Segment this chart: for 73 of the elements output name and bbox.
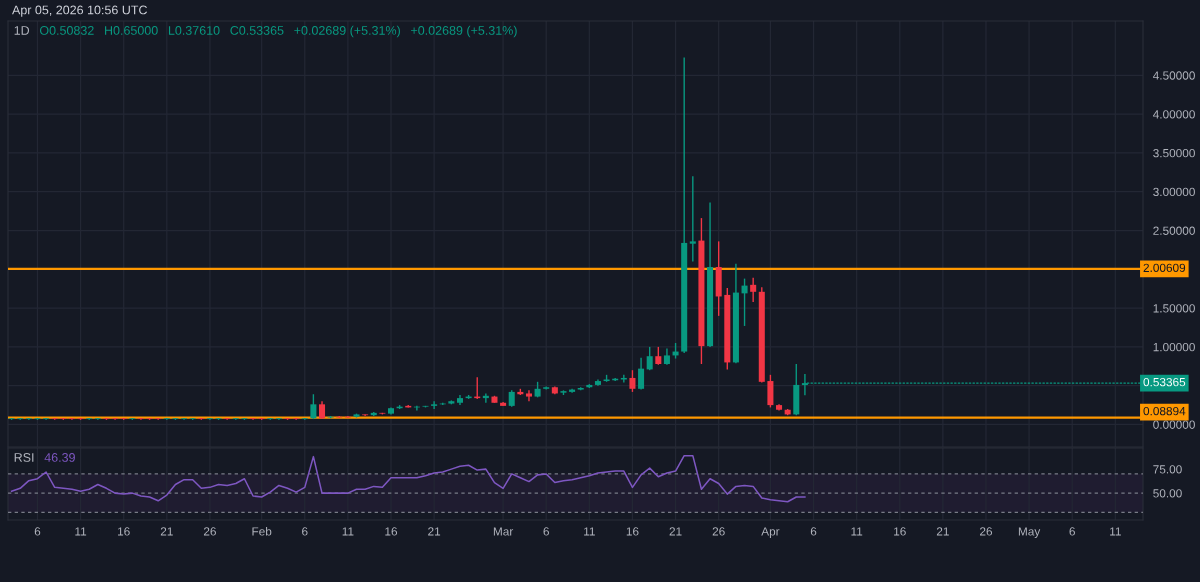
y-tick-label: 4.00000 <box>1152 110 1195 119</box>
x-tick-label: 6 <box>302 527 308 536</box>
x-tick-label: 11 <box>584 527 595 536</box>
y-tick-label: 0.00000 <box>1153 420 1195 429</box>
chart-subtitle: Apr 05, 2026 10:56 UTC <box>12 5 148 17</box>
candlestick <box>293 417 300 421</box>
x-tick-label: 6 <box>1069 527 1075 536</box>
annotation: 0.53365 <box>1143 377 1186 387</box>
candlestick <box>629 369 636 393</box>
candlestick <box>431 400 438 410</box>
x-tick-label: 16 <box>385 527 398 536</box>
candlestick <box>646 346 653 371</box>
x-tick-label: 11 <box>1110 527 1121 536</box>
candlestick <box>362 413 369 417</box>
candlestick <box>310 393 317 420</box>
x-tick-label: Feb <box>252 526 272 536</box>
x-tick-label: 16 <box>894 527 906 536</box>
x-tick-label: May <box>1018 527 1041 538</box>
line-series <box>10 454 806 503</box>
x-tick-label: 11 <box>75 527 87 536</box>
x-tick-label: Mar <box>493 527 514 536</box>
x-tick-label: 21 <box>669 527 682 536</box>
y-tick-label: 75.00 <box>1153 465 1182 474</box>
x-tick-label: 21 <box>428 527 441 536</box>
y-tick-label: 4.50000 <box>1152 71 1195 80</box>
x-tick-label: 11 <box>851 527 863 536</box>
candlestick <box>112 417 119 421</box>
chart-title: 1D <box>14 26 30 35</box>
candlestick <box>206 417 213 421</box>
candlestick <box>163 417 170 421</box>
annotation: +0.02689 (+5.31%) <box>294 25 400 38</box>
x-tick-label: 16 <box>626 527 639 536</box>
candlestick <box>68 417 75 421</box>
annotation: L0.37610 <box>168 26 220 35</box>
annotation: 46.39 <box>44 453 75 462</box>
candlestick <box>137 417 144 421</box>
candlestick <box>689 175 696 263</box>
candlestick <box>525 389 532 402</box>
y-tick-label: 2.50000 <box>1153 226 1195 235</box>
candlestick <box>181 417 188 421</box>
x-tick-label: 11 <box>342 527 354 536</box>
candlestick <box>155 417 162 421</box>
y-tick-label: 3.50000 <box>1153 148 1195 158</box>
y-tick-label: 50.00 <box>1153 489 1182 498</box>
x-tick-label: 6 <box>34 527 41 536</box>
chart-title: RSI <box>14 453 34 462</box>
x-tick-label: 26 <box>712 527 725 536</box>
annotation: O0.50832 <box>39 26 94 35</box>
x-tick-label: 6 <box>810 527 817 536</box>
candlestick <box>94 417 101 421</box>
candlestick <box>344 415 351 419</box>
x-tick-label: 21 <box>936 527 949 536</box>
candlestick <box>750 277 757 303</box>
x-tick-label: 16 <box>118 527 130 536</box>
candlestick <box>250 417 257 421</box>
annotation: +0.02689 (+5.31%) <box>411 25 517 38</box>
annotation: C0.53365 <box>230 26 284 35</box>
y-tick-label: 1.50000 <box>1153 304 1195 313</box>
x-tick-label: 21 <box>160 527 173 536</box>
candlestick <box>638 357 645 391</box>
ref-line-label: 0.08894 <box>1143 406 1186 416</box>
x-tick-label: 26 <box>980 527 993 536</box>
x-tick-label: 6 <box>543 527 549 536</box>
annotation: H0.65000 <box>105 26 158 35</box>
x-tick-label: Apr <box>761 527 780 538</box>
candlestick <box>25 417 32 421</box>
ref-line-label: 2.00609 <box>1143 263 1186 272</box>
candlestick <box>43 417 50 421</box>
y-tick-label: 1.00000 <box>1153 342 1195 352</box>
y-tick-label: 3.00000 <box>1153 187 1195 197</box>
candlestick <box>224 417 231 421</box>
x-tick-label: 26 <box>203 527 216 536</box>
candlestick <box>275 417 282 421</box>
